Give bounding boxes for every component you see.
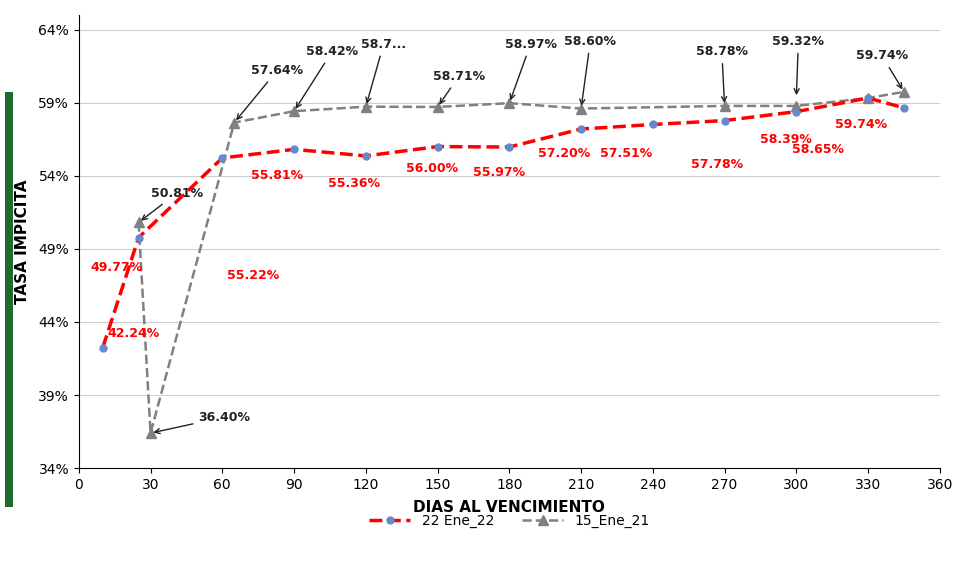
22 Ene_22 — [791, 108, 802, 115]
15_Ene_21 — [228, 119, 240, 126]
Text: 55.97%: 55.97% — [473, 166, 526, 179]
15_Ene_21 — [791, 103, 802, 109]
Line: 22 Ene_22: 22 Ene_22 — [100, 94, 907, 351]
22 Ene_22 — [97, 344, 108, 351]
22 Ene_22 — [432, 143, 443, 150]
22 Ene_22 — [862, 94, 874, 101]
22 Ene_22 — [647, 121, 658, 128]
22 Ene_22 — [288, 146, 300, 153]
Text: 58.65%: 58.65% — [792, 143, 844, 156]
15_Ene_21 — [288, 108, 300, 115]
15_Ene_21 — [133, 219, 144, 226]
15_Ene_21 — [862, 94, 874, 101]
15_Ene_21 — [360, 103, 372, 110]
Text: 57.51%: 57.51% — [600, 147, 652, 160]
Text: 58.71%: 58.71% — [433, 70, 485, 104]
22 Ene_22 — [360, 153, 372, 160]
22 Ene_22 — [719, 117, 731, 124]
22 Ene_22 — [898, 104, 910, 111]
Line: 15_Ene_21: 15_Ene_21 — [134, 87, 909, 438]
Text: 36.40%: 36.40% — [155, 411, 251, 434]
Text: 57.64%: 57.64% — [237, 64, 303, 119]
15_Ene_21 — [432, 104, 443, 111]
Text: 56.00%: 56.00% — [407, 162, 459, 175]
Text: 57.20%: 57.20% — [538, 147, 590, 160]
Text: 58.7...: 58.7... — [361, 38, 407, 103]
15_Ene_21 — [719, 103, 731, 109]
22 Ene_22 — [217, 154, 228, 161]
15_Ene_21 — [898, 89, 910, 96]
Text: 50.81%: 50.81% — [142, 187, 202, 220]
Text: 55.36%: 55.36% — [327, 177, 379, 190]
Text: 58.97%: 58.97% — [504, 38, 557, 99]
Text: 58.39%: 58.39% — [761, 132, 812, 146]
22 Ene_22 — [133, 234, 144, 241]
Text: 58.78%: 58.78% — [696, 45, 748, 101]
X-axis label: DIAS AL VENCIMIENTO: DIAS AL VENCIMIENTO — [413, 500, 605, 516]
15_Ene_21 — [503, 100, 515, 107]
15_Ene_21 — [575, 105, 587, 112]
Text: 59.74%: 59.74% — [834, 118, 887, 131]
Text: 58.60%: 58.60% — [564, 35, 617, 104]
22 Ene_22 — [503, 143, 515, 150]
Text: 58.42%: 58.42% — [296, 45, 358, 108]
Text: 57.78%: 57.78% — [691, 158, 743, 170]
15_Ene_21 — [145, 430, 157, 437]
22 Ene_22 — [575, 126, 587, 132]
Text: 42.24%: 42.24% — [107, 327, 160, 340]
Text: 55.81%: 55.81% — [251, 169, 303, 183]
Text: 55.22%: 55.22% — [227, 269, 280, 282]
Text: 59.74%: 59.74% — [856, 50, 908, 88]
Legend: 22 Ene_22, 15_Ene_21: 22 Ene_22, 15_Ene_21 — [363, 509, 655, 534]
Text: 49.77%: 49.77% — [91, 262, 143, 274]
Text: 59.32%: 59.32% — [772, 35, 825, 94]
Y-axis label: TASA IMPÍCITA: TASA IMPÍCITA — [15, 179, 30, 304]
